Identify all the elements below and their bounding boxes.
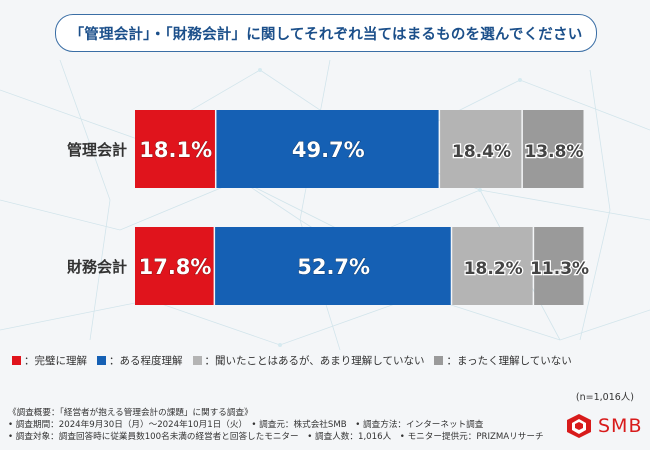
legend-swatch [97,355,106,365]
bar-segment [534,227,584,305]
category-label: 管理会計 [67,141,127,159]
bar-value-label: 18.2% [464,259,523,279]
legend-label: 聞いたことはあるが、あまり理解していない [215,354,425,367]
survey-target-line: • 調査対象：調査回答時に従業員数100名未満の経営者と回答したモニター • 調… [8,432,544,442]
legend-label: 完璧に理解 [34,354,88,367]
bar-value-label: 17.8% [139,255,212,279]
sample-size: (n=1,016人) [575,392,634,403]
legend: ： 完璧に理解 ： ある程度理解 ： 聞いたことはあるが、あまり理解していない … [12,352,642,368]
bar-segment [440,110,522,188]
bar-value-label: 52.7% [297,255,370,279]
bar-value-label: 18.1% [139,138,212,162]
bar-value-label: 49.7% [292,138,365,162]
survey-title: 《調査概要：「経営者が抱える管理会計の課題」に関する調査》 [8,408,253,418]
bar-segment [216,110,439,188]
legend-label: まったく理解していない [456,354,572,367]
stacked-bar-chart: 管理会計 18.1% 49.7% 18.4% 13.8% 財務会計 17.8% 52.7% 18… [66,110,590,305]
legend-label: ある程度理解 [119,354,183,367]
bar-value-label: 13.8% [524,142,583,162]
bar-value-label: 18.4% [452,142,511,162]
bar-segment [215,227,451,305]
survey-overview: 《調査概要：「経営者が抱える管理会計の課題」に関する調査》 • 調査期間：202… [8,407,544,443]
bar-value-label: 11.3% [530,259,589,279]
smb-logo-icon [567,414,591,438]
smb-logo-text: SMB [598,415,643,437]
legend-item: ： まったく理解していない [434,353,572,368]
legend-prefix: ： [446,354,457,367]
bar-segment [135,110,215,188]
bar-segment [522,110,584,188]
legend-prefix: ： [24,354,35,367]
legend-prefix: ： [204,354,216,367]
survey-period-line: • 調査期間：2024年9月30日（月）～2024年10月1日（火） • 調査元… [8,420,484,430]
legend-swatch [434,355,444,365]
legend-item: ： ある程度理解 [97,353,183,368]
legend-item: ： 聞いたことはあるが、あまり理解していない [192,353,425,368]
legend-swatch [192,355,202,365]
bar-segment [135,227,214,305]
legend-swatch [12,355,21,365]
legend-item: ： 完璧に理解 [12,353,87,368]
smb-logo: SMB [566,413,643,439]
legend-prefix: ： [109,354,120,367]
page-title: 「管理会計」・「財務会計」に関してそれぞれ当てはまるものを選んでください [55,14,597,52]
bar-segment [452,227,533,305]
category-label: 財務会計 [66,258,127,276]
